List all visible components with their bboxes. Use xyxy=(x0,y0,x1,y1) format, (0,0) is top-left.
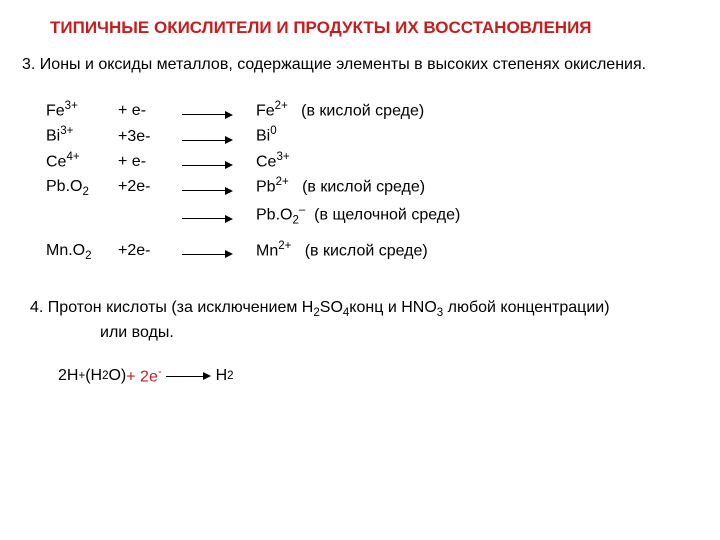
electrons-cell: +3e- xyxy=(118,125,182,149)
arrow-icon xyxy=(182,187,256,195)
electrons-cell: + e- xyxy=(118,99,182,123)
arrow-icon xyxy=(182,136,256,144)
arrow-icon xyxy=(182,161,256,169)
ion-cell: Pb.O2 xyxy=(46,175,118,201)
reactions-table: Fe3+ + e- Fe2+ (в кислой среде) Bi3+ +3e… xyxy=(46,98,698,265)
product-cell: Fe2+ (в кислой среде) xyxy=(256,98,424,123)
product-cell: Pb.O2– (в щелочной среде) xyxy=(256,202,460,230)
electrons-cell: +2e- xyxy=(118,239,182,263)
electrons-cell: + e- xyxy=(118,150,182,174)
ion-cell: Fe3+ xyxy=(46,98,118,123)
arrow-icon xyxy=(182,215,256,223)
arrow-icon xyxy=(182,111,256,119)
table-row: Fe3+ + e- Fe2+ (в кислой среде) xyxy=(46,98,698,123)
product-cell: Pb2+ (в кислой среде) xyxy=(256,174,425,199)
ion-cell: Mn.O2 xyxy=(46,239,118,265)
ion-cell: Ce4+ xyxy=(46,149,118,174)
arrow-icon xyxy=(182,250,256,258)
ion-cell: Bi3+ xyxy=(46,123,118,148)
section-3-heading: 3. Ионы и оксиды металлов, содержащие эл… xyxy=(22,56,698,74)
table-row: Ce4+ + e- Ce3+ xyxy=(46,149,698,174)
product-cell: Mn2+ (в кислой среде) xyxy=(256,238,428,263)
page-title: ТИПИЧНЫЕ ОКИСЛИТЕЛИ И ПРОДУКТЫ ИХ ВОССТА… xyxy=(50,18,698,38)
section-4-heading: 4. Протон кислоты (за исключением H2SO4к… xyxy=(30,297,698,344)
electrons-cell: +2e- xyxy=(118,175,182,199)
arrow-icon xyxy=(166,376,204,377)
product-cell: Bi0 xyxy=(256,123,277,148)
table-row: Mn.O2 +2e- Mn2+ (в кислой среде) xyxy=(46,238,698,266)
table-row: Pb.O2– (в щелочной среде) xyxy=(46,202,698,230)
product-cell: Ce3+ xyxy=(256,149,290,174)
equation: 2H+ (H2O) + 2e- H2 xyxy=(58,366,698,386)
table-row: Pb.O2 +2e- Pb2+ (в кислой среде) xyxy=(46,174,698,202)
table-row: Bi3+ +3e- Bi0 xyxy=(46,123,698,148)
